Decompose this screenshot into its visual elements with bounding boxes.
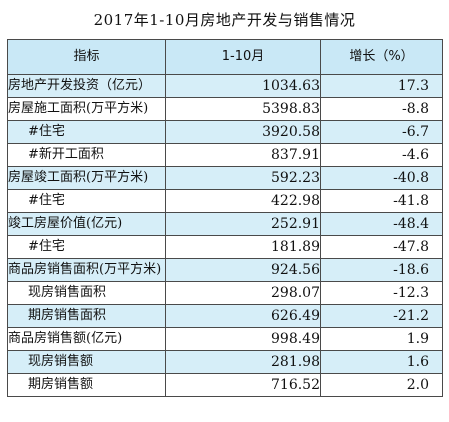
row-value: 281.98	[165, 350, 321, 374]
row-name: 房屋竣工面积(万平方米)	[7, 166, 166, 190]
row-value: 298.07	[165, 281, 321, 305]
table-row: 商品房销售面积(万平方米) 924.56 -18.6	[7, 258, 443, 282]
row-value: 592.23	[165, 166, 321, 190]
table-row: #住宅 422.98 -41.8	[7, 189, 443, 213]
header-indicator: 指标	[7, 39, 166, 75]
table-row: #新开工面积 837.91 -4.6	[7, 143, 443, 167]
row-growth: -6.7	[320, 120, 443, 144]
row-value: 626.49	[165, 304, 321, 328]
row-growth: -40.8	[320, 166, 443, 190]
row-name: 商品房销售面积(万平方米)	[7, 258, 166, 282]
table-row: #住宅 3920.58 -6.7	[7, 120, 443, 144]
table-row: 房屋施工面积(万平方米) 5398.83 -8.8	[7, 97, 443, 121]
row-name: 商品房销售额(亿元)	[7, 327, 166, 351]
row-growth: -47.8	[320, 235, 443, 259]
row-growth: 17.3	[320, 74, 443, 98]
row-name: 竣工房屋价值(亿元)	[7, 212, 166, 236]
row-value: 422.98	[165, 189, 321, 213]
table-row: 现房销售面积 298.07 -12.3	[7, 281, 443, 305]
row-value: 837.91	[165, 143, 321, 167]
row-name: 房地产开发投资（亿元）	[7, 74, 166, 98]
row-growth: -21.2	[320, 304, 443, 328]
row-value: 3920.58	[165, 120, 321, 144]
row-name: #住宅	[7, 235, 166, 259]
header-row: 指标 1-10月 增长（%）	[7, 39, 443, 75]
row-growth: -8.8	[320, 97, 443, 121]
table-row: 商品房销售额(亿元) 998.49 1.9	[7, 327, 443, 351]
row-name: 房屋施工面积(万平方米)	[7, 97, 166, 121]
row-growth: -18.6	[320, 258, 443, 282]
row-growth: -4.6	[320, 143, 443, 167]
table-row: 期房销售面积 626.49 -21.2	[7, 304, 443, 328]
row-value: 1034.63	[165, 74, 321, 98]
row-value: 181.89	[165, 235, 321, 259]
row-name: 现房销售面积	[7, 281, 166, 305]
table-row: 房屋竣工面积(万平方米) 592.23 -40.8	[7, 166, 443, 190]
row-value: 252.91	[165, 212, 321, 236]
row-growth: -48.4	[320, 212, 443, 236]
header-growth: 增长（%）	[320, 39, 443, 75]
header-period: 1-10月	[165, 39, 321, 75]
table-row: 竣工房屋价值(亿元) 252.91 -48.4	[7, 212, 443, 236]
table-row: #住宅 181.89 -47.8	[7, 235, 443, 259]
row-name: #新开工面积	[7, 143, 166, 167]
table-row: 现房销售额 281.98 1.6	[7, 350, 443, 374]
row-value: 716.52	[165, 373, 321, 397]
page-title: 2017年1-10月房地产开发与销售情况	[93, 11, 356, 29]
table-row: 房地产开发投资（亿元） 1034.63 17.3	[7, 74, 443, 98]
row-growth: 1.6	[320, 350, 443, 374]
row-name: 期房销售额	[7, 373, 166, 397]
row-growth: -12.3	[320, 281, 443, 305]
row-name: #住宅	[7, 189, 166, 213]
row-value: 998.49	[165, 327, 321, 351]
row-name: #住宅	[7, 120, 166, 144]
table-row: 期房销售额 716.52 2.0	[7, 373, 443, 397]
row-name: 期房销售面积	[7, 304, 166, 328]
row-name: 现房销售额	[7, 350, 166, 374]
row-growth: 1.9	[320, 327, 443, 351]
stats-table: 指标 1-10月 增长（%） 房地产开发投资（亿元） 1034.63 17.3 …	[7, 39, 443, 397]
row-growth: 2.0	[320, 373, 443, 397]
row-value: 924.56	[165, 258, 321, 282]
row-value: 5398.83	[165, 97, 321, 121]
row-growth: -41.8	[320, 189, 443, 213]
